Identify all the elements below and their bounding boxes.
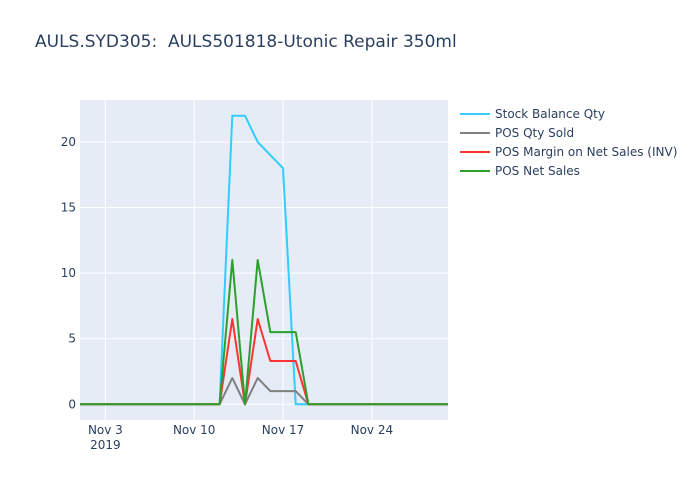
x-tick-label: Nov 10 — [173, 423, 216, 437]
x-tick-label: Nov 24 — [351, 423, 394, 437]
series-line — [80, 259, 448, 406]
x-tick-label: Nov 17 — [262, 423, 305, 437]
x-tick-label: Nov 3 — [88, 423, 123, 437]
legend-item-label: Stock Balance Qty — [495, 107, 605, 121]
y-tick-label: 20 — [61, 135, 76, 149]
series-line — [80, 318, 448, 406]
legend-item-label: POS Margin on Net Sales (INV) — [495, 145, 677, 159]
plot-area — [80, 100, 448, 420]
y-tick-label: 0 — [68, 397, 76, 411]
y-tick-label: 5 — [68, 332, 76, 346]
x-tick-sublabel: 2019 — [90, 438, 121, 452]
legend-item-label: POS Net Sales — [495, 164, 580, 178]
legend-item-label: POS Qty Sold — [495, 126, 574, 140]
chart-title: AULS.SYD305: AULS501818-Utonic Repair 35… — [35, 32, 457, 52]
series-line — [80, 377, 448, 406]
y-tick-label: 15 — [61, 201, 76, 215]
y-tick-label: 10 — [61, 266, 76, 280]
